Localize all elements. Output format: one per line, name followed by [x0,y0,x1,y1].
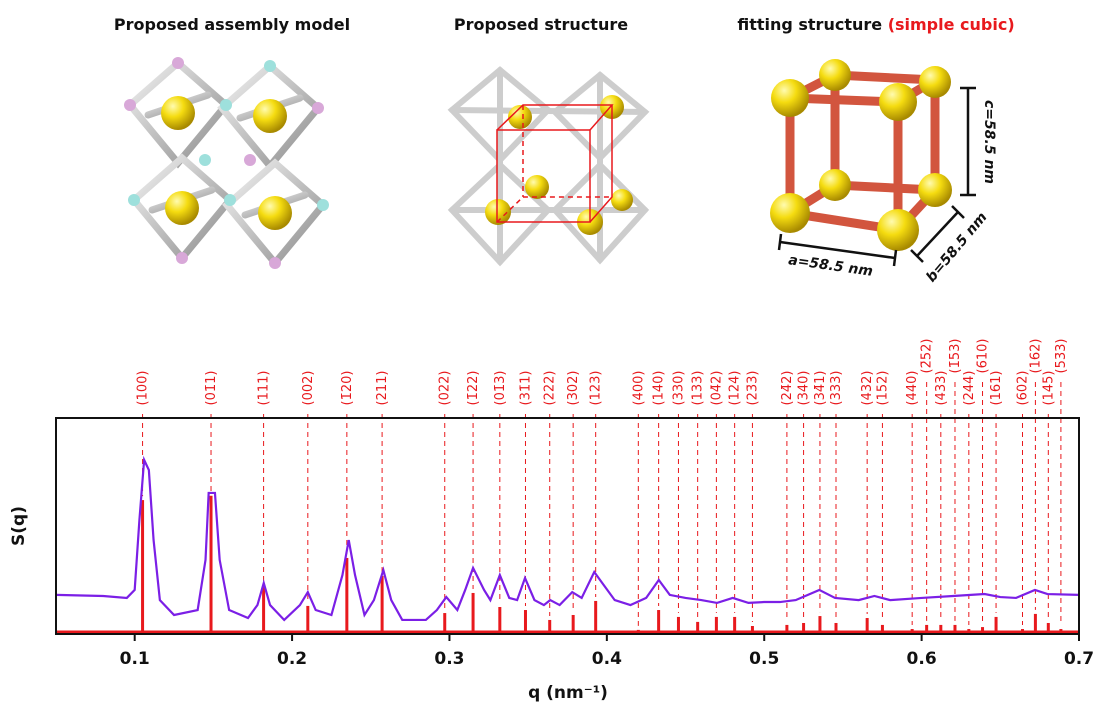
reflection-stick [657,610,660,634]
reflection-label: (400) [631,371,646,406]
reflection-label: (133) [691,371,706,406]
reflection-label: (124) [728,371,743,406]
fitting-cube: c=58.5 nm a=58.5 nm b=58.5 nm [770,59,997,285]
reflection-stick [141,500,144,634]
reflection-label: (2̄52) [920,339,935,374]
reflection-label: (022) [438,371,453,406]
reflection-label: (162) [1028,339,1043,374]
chart: 0.1 0.2 0.3 0.4 0.5 0.6 0.7 (100) (01̄1) (111) (00… [56,339,1094,669]
panel-title: Proposed structure [454,15,628,34]
reflection-label: (433) [934,371,949,406]
reflection-label: (152) [875,371,890,406]
panel-title: Proposed assembly model [114,15,350,34]
reflection-label: (602) [1015,371,1030,406]
dimension-label: a=58.5 nm [787,252,874,280]
reflection-label: (432) [860,371,875,406]
reflection-label: (04̄2) [709,371,724,406]
reflection-stick [210,496,213,634]
proposed-structure [452,70,645,262]
x-tick-label: 0.4 [592,649,622,669]
x-tick-label: 0.2 [277,649,307,669]
reflection-label: (53̄3) [1054,339,1069,374]
x-tick-label: 0.1 [120,649,150,669]
plot-frame [56,418,1079,634]
reflection-label: (330) [671,371,686,406]
reflection-stick [345,558,348,634]
reflection-label: (6̄10) [976,339,991,374]
x-tick-label: 0.7 [1064,649,1094,669]
x-tick-label: 0.6 [907,649,937,669]
reflection-label: (161) [989,371,1004,406]
reflection-label: (145) [1041,371,1056,406]
reflection-label: (440) [905,371,920,406]
reflection-label: (340) [797,371,812,406]
reflection-label: (1̄20) [340,371,355,406]
reflection-label: (002) [301,371,316,406]
reflection-stick [306,606,309,634]
reflection-label: (333) [829,371,844,406]
panel-title-main: fitting structure [737,15,882,34]
reflection-label: (222) [543,371,558,406]
reflection-stick [498,607,501,634]
y-axis-label: S(q) [9,506,29,546]
reflection-stick [472,593,475,634]
reflection-stick [381,576,384,634]
x-tick-label: 0.5 [749,649,779,669]
reflection-label: (1̄22) [466,371,481,406]
panel-title: fitting structure (simple cubic) [737,15,1014,34]
reflection-label: (34̄1) [813,371,828,406]
reflection-label: (31̄1) [518,371,533,406]
dimension-label: b=58.5 nm [923,209,990,285]
reflection-stick [524,610,527,634]
reflection-label: (24̄2) [780,371,795,406]
reflection-label: (1̄53) [948,339,963,374]
dimension-label: c=58.5 nm [981,100,997,184]
x-axis-label: q (nm⁻¹) [528,683,608,703]
reflection-label: (01̄3) [493,371,508,406]
reflection-label: (211) [375,371,390,406]
reflection-stick [262,585,265,634]
figure: Proposed assembly model Proposed structu… [0,0,1102,714]
panel-title-note: (simple cubic) [888,15,1015,34]
assembly-model [124,57,329,269]
reflection-label: (302) [566,371,581,406]
reflection-stick [594,601,597,634]
reflection-label: (111) [257,371,272,406]
x-tick-label: 0.3 [434,649,464,669]
reflection-label: (123) [589,371,604,406]
profile-line [56,460,1079,620]
reflection-label: (140) [652,371,667,406]
reflection-label: (244) [962,371,977,406]
reflection-label: (01̄1) [204,371,219,406]
reflection-label: (23̄3) [745,371,760,406]
reflection-label: (100) [136,371,151,406]
